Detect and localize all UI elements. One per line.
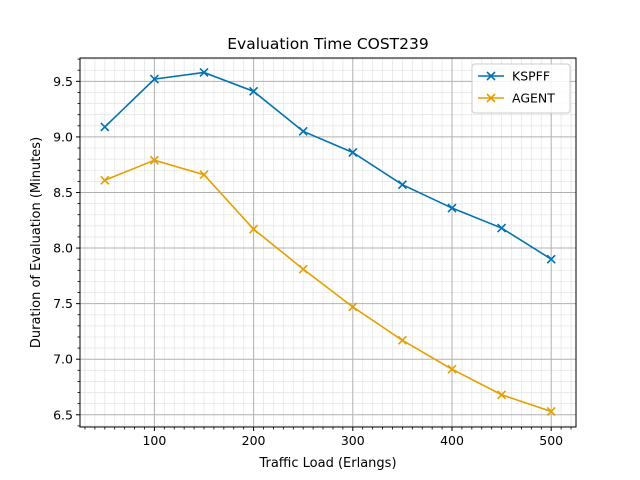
data-point-agent xyxy=(348,302,358,312)
data-point-kspff xyxy=(199,67,209,78)
x-tick-label: 300 xyxy=(341,433,365,448)
data-point-kspff xyxy=(348,147,358,158)
plot-frame xyxy=(79,57,577,428)
series-lines xyxy=(100,67,556,417)
data-point-agent xyxy=(100,175,110,185)
legend-label-kspff: KSPFF xyxy=(512,69,550,84)
y-tick-label: 7.5 xyxy=(53,296,73,311)
data-point-kspff xyxy=(298,126,308,136)
y-tick-label: 8.0 xyxy=(53,241,73,256)
y-tick-label: 8.5 xyxy=(53,185,73,200)
data-point-kspff xyxy=(497,223,507,233)
data-point-kspff xyxy=(546,254,556,264)
x-axis-label: Traffic Load (Erlangs) xyxy=(258,456,396,471)
data-point-kspff xyxy=(397,180,407,190)
chart-title: Evaluation Time COST239 xyxy=(227,35,429,53)
minor-grid xyxy=(80,58,576,427)
legend-marker-kspff xyxy=(486,71,496,81)
legend-label-agent: AGENT xyxy=(512,91,555,106)
data-point-agent xyxy=(397,335,407,345)
x-ticks: 100 200 300 400 500 xyxy=(84,427,572,448)
data-point-agent xyxy=(298,264,308,274)
data-point-agent xyxy=(149,155,159,165)
data-point-kspff xyxy=(447,203,457,213)
data-point-agent xyxy=(447,364,457,374)
y-tick-label: 6.5 xyxy=(53,407,73,422)
data-point-agent xyxy=(199,170,209,180)
y-axis-label: Duration of Evaluation (Minutes) xyxy=(29,137,44,348)
y-ticks: 6.5 7.0 7.5 8.0 8.5 9.0 9.5 xyxy=(53,58,80,427)
y-tick-label: 9.5 xyxy=(53,74,73,89)
legend: KSPFF AGENT xyxy=(471,63,571,114)
series-line-agent xyxy=(104,159,552,413)
data-point-agent xyxy=(497,390,507,400)
x-tick-label: 400 xyxy=(440,433,464,448)
data-point-kspff xyxy=(149,74,159,84)
x-tick-label: 500 xyxy=(539,433,563,448)
data-point-agent xyxy=(249,224,259,234)
y-tick-label: 7.0 xyxy=(53,352,73,367)
x-tick-label: 200 xyxy=(242,433,266,448)
x-tick-label: 100 xyxy=(142,433,166,448)
legend-marker-agent xyxy=(486,93,496,103)
data-point-agent xyxy=(546,406,556,417)
data-point-kspff xyxy=(100,122,110,132)
series-line-kspff xyxy=(104,71,552,260)
data-point-kspff xyxy=(249,86,259,96)
y-tick-label: 9.0 xyxy=(53,129,73,144)
